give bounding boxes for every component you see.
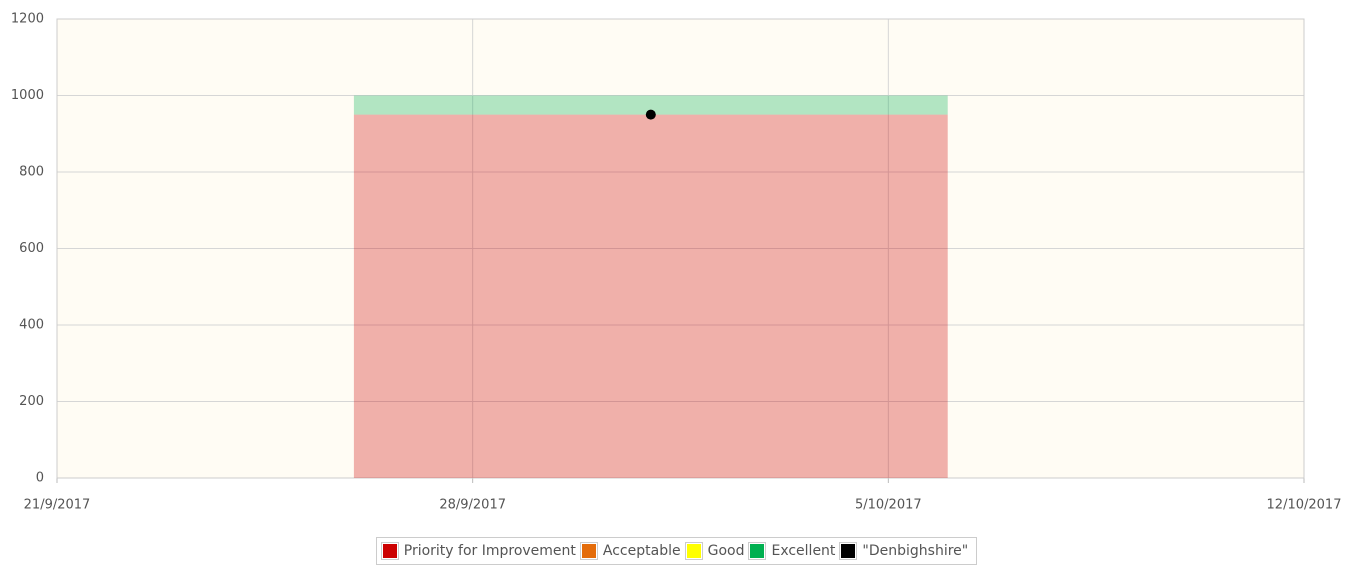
legend-label: Excellent [771, 543, 836, 559]
legend-label: Priority for Improvement [403, 543, 576, 559]
legend-swatch [748, 542, 767, 560]
legend-swatch [579, 542, 598, 560]
chart: 0 200 400 600 800 1000 1200 21/9/2017 28/9/2017 5… [11, 12, 1342, 513]
legend-entry: Good [684, 542, 745, 560]
bar-segment [353, 114, 948, 478]
legend-entry: Acceptable [579, 542, 681, 560]
y-tick-label: 0 [36, 471, 44, 486]
legend-color [841, 544, 856, 558]
legend-color [750, 544, 765, 558]
legend-color [686, 544, 701, 558]
point [645, 109, 656, 120]
legend-swatch [839, 542, 858, 560]
x-tick-label: 21/9/2017 [24, 498, 91, 513]
legend-color [382, 544, 397, 558]
y-tick-label: 200 [19, 394, 44, 409]
bar-segment [353, 95, 948, 115]
legend-label: "Denbighshire" [862, 543, 969, 559]
y-tick-label: 400 [19, 318, 44, 333]
y-tick-label: 600 [19, 241, 44, 256]
x-tick-label: 12/10/2017 [1267, 498, 1342, 513]
plot-border [56, 18, 1305, 479]
x-tick-label: 28/9/2017 [439, 498, 506, 513]
x-tick-label: 5/10/2017 [855, 498, 922, 513]
legend-box: Priority for Improvement Acceptable Good Ex… [375, 537, 978, 565]
legend: Priority for Improvement Acceptable Good Ex… [0, 537, 1353, 565]
y-tick-label: 800 [19, 165, 44, 180]
legend-label: Acceptable [602, 543, 681, 559]
y-tick-label: 1000 [11, 88, 44, 103]
legend-swatch [684, 542, 703, 560]
legend-entry: "Denbighshire" [839, 542, 968, 560]
legend-label: Good [707, 543, 745, 559]
legend-color [581, 544, 596, 558]
legend-entry: Excellent [748, 542, 835, 560]
legend-entry: Priority for Improvement [380, 542, 576, 560]
legend-swatch [380, 542, 399, 560]
y-tick-label: 1200 [11, 12, 44, 27]
